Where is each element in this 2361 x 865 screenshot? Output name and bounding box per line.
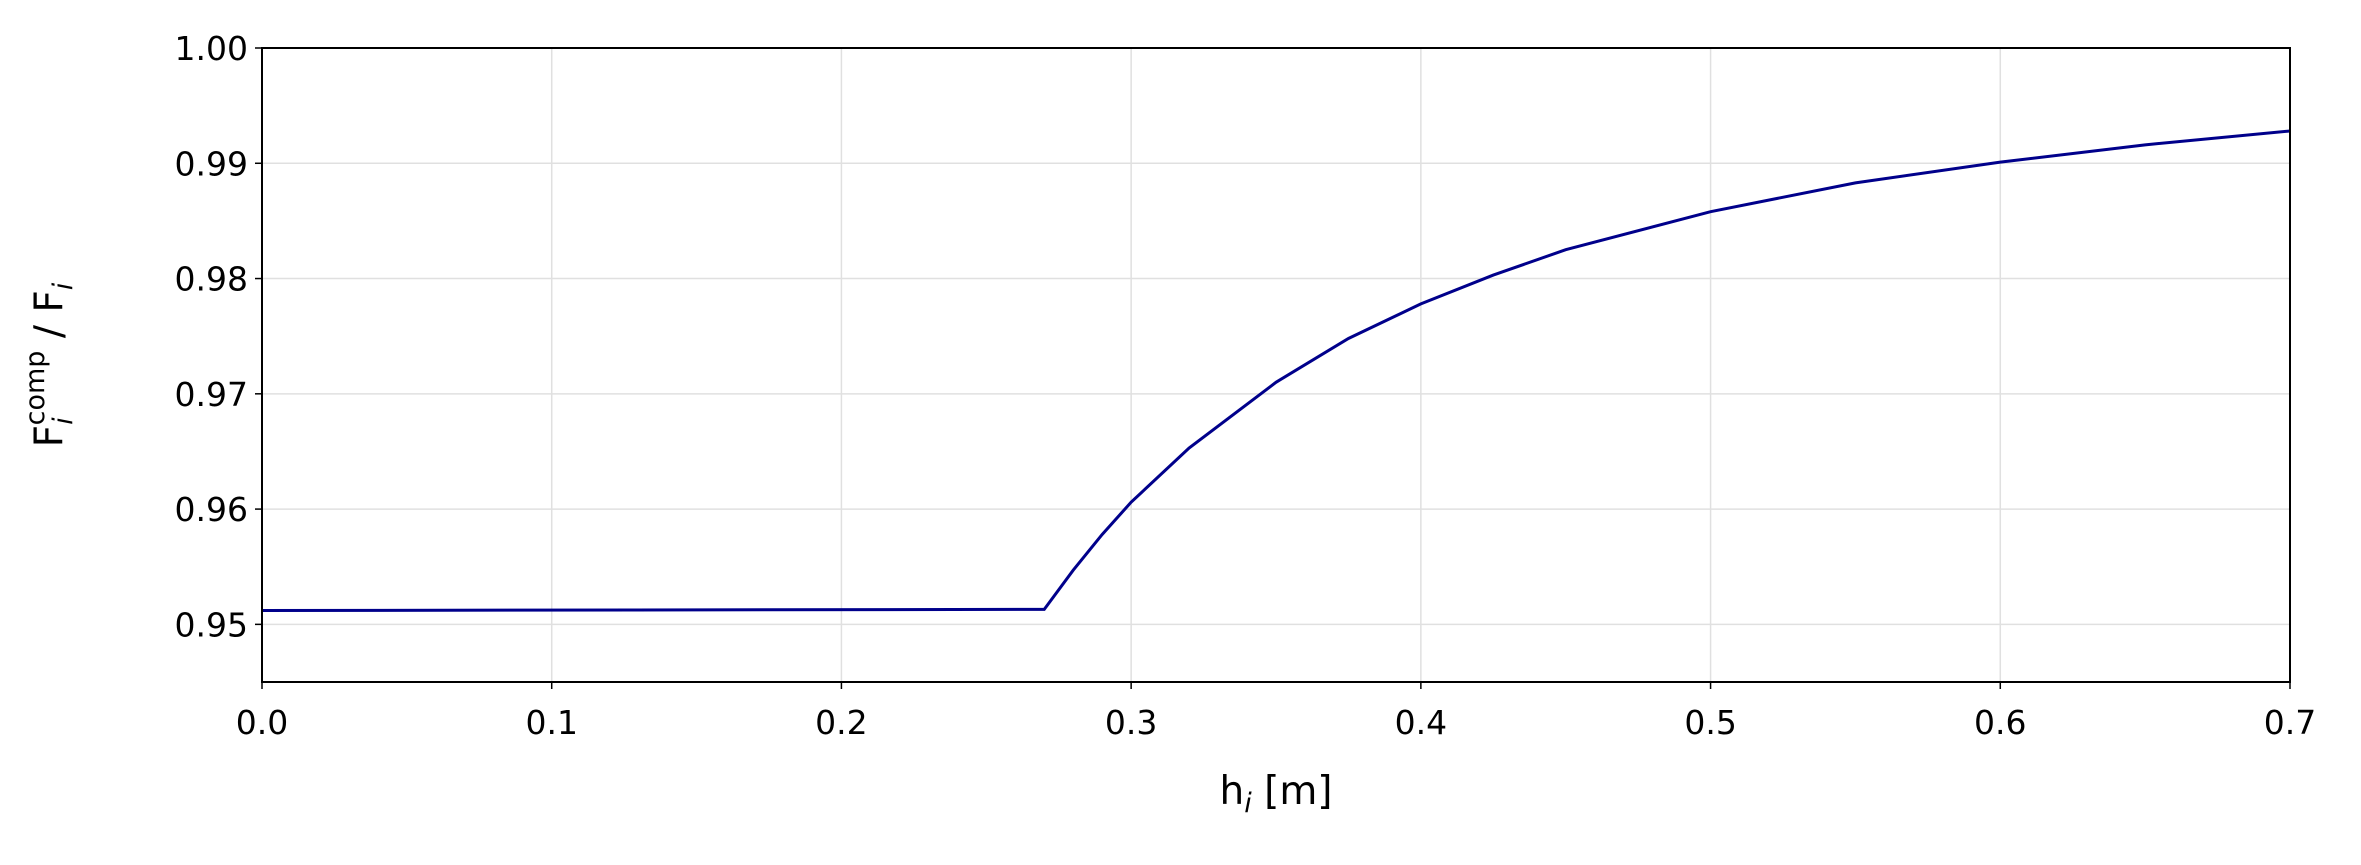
y-tick-label: 1.00 [175,29,248,68]
y-label-sub2: i [48,282,79,290]
y-axis-label: Ficomp / Fi [20,282,79,447]
y-tick-label: 0.96 [175,490,248,529]
y-label-sup: comp [20,351,51,426]
x-label-sub: i [1244,788,1252,819]
x-tick-label: 0.0 [236,703,288,742]
y-label-sub: i [48,417,79,425]
x-tick-label: 0.6 [1974,703,2026,742]
x-tick-label: 0.2 [815,703,867,742]
y-label-base: F [27,425,72,447]
y-tick-label: 0.98 [175,260,248,299]
y-tick-label: 0.97 [175,375,248,414]
x-tick-label: 0.5 [1684,703,1736,742]
plot-frame [261,47,2291,683]
y-tick-label: 0.99 [175,144,248,183]
x-axis-label: hi [m] [1219,769,1332,819]
x-label-rest: [m] [1252,769,1333,814]
x-tick-label: 0.3 [1105,703,1157,742]
x-label-base: h [1219,769,1244,814]
y-label-rest: / F [27,290,72,350]
x-tick-label: 0.7 [2264,703,2316,742]
data-line [261,129,2291,613]
y-tick-label: 0.95 [175,605,248,644]
x-tick-label: 0.4 [1395,703,1447,742]
x-tick-label: 0.1 [525,703,577,742]
